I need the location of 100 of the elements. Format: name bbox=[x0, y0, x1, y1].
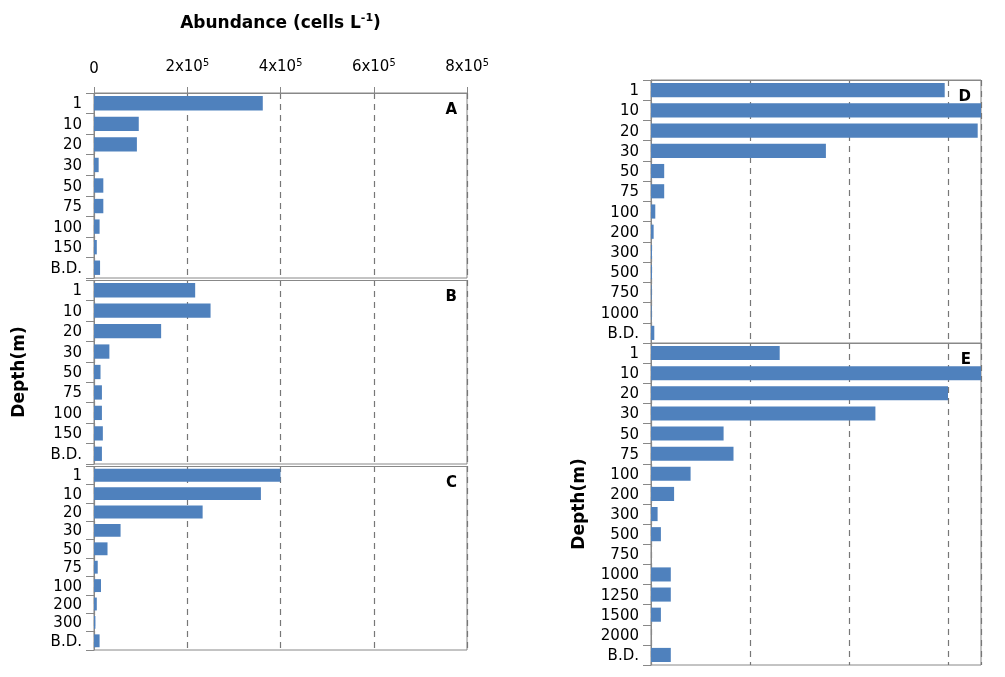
y-tick-label: 150 bbox=[53, 424, 82, 443]
bar bbox=[94, 446, 102, 461]
bar bbox=[94, 344, 110, 359]
bar bbox=[651, 346, 780, 361]
y-tick-label: 75 bbox=[619, 444, 639, 463]
bar bbox=[651, 184, 665, 199]
bar bbox=[94, 405, 102, 421]
bar bbox=[651, 163, 665, 179]
y-tick-label: 30 bbox=[619, 141, 639, 160]
y-tick-label: 150 bbox=[53, 238, 82, 257]
bar bbox=[94, 385, 102, 400]
bar bbox=[651, 527, 661, 542]
y-tick-label: 1 bbox=[72, 94, 82, 113]
y-tick-label: 200 bbox=[610, 222, 639, 241]
y-tick-label: 50 bbox=[619, 162, 639, 181]
bar bbox=[94, 426, 103, 441]
bar bbox=[94, 542, 108, 556]
bar bbox=[651, 486, 675, 501]
bar bbox=[94, 219, 100, 234]
bar bbox=[651, 204, 656, 219]
x-tick-label: 0 bbox=[89, 58, 99, 77]
y-tick-label: 10 bbox=[619, 364, 639, 383]
y-tick-label: 20 bbox=[619, 121, 639, 140]
bar bbox=[651, 507, 658, 522]
y-tick-label: B.D. bbox=[50, 258, 82, 277]
bar bbox=[651, 466, 691, 481]
bar bbox=[94, 116, 139, 132]
bar bbox=[94, 468, 281, 482]
y-tick-label: 100 bbox=[610, 464, 639, 483]
bar bbox=[94, 178, 104, 193]
y-tick-label: 30 bbox=[619, 404, 639, 423]
y-tick-label: 300 bbox=[53, 613, 82, 632]
y-tick-label: B.D. bbox=[607, 323, 639, 342]
y-tick-label: 30 bbox=[62, 342, 82, 361]
y-tick-label: 75 bbox=[619, 182, 639, 201]
y-tick-label: B.D. bbox=[607, 645, 639, 664]
y-tick-label: 1250 bbox=[600, 585, 639, 604]
y-tick-label: 10 bbox=[62, 301, 82, 320]
y-tick-label: 100 bbox=[53, 576, 82, 595]
y-tick-label: 100 bbox=[53, 217, 82, 236]
y-tick-label: 20 bbox=[62, 135, 82, 154]
y-tick-label: 200 bbox=[610, 484, 639, 503]
y-tick-label: 50 bbox=[62, 176, 82, 195]
bar bbox=[94, 260, 101, 275]
bar bbox=[94, 137, 137, 152]
y-tick-label: 50 bbox=[62, 363, 82, 381]
y-tick-label: 20 bbox=[62, 322, 82, 341]
y-tick-label: 10 bbox=[62, 484, 82, 503]
y-axis-title: Depth(m) bbox=[8, 326, 28, 418]
annotation: C bbox=[445, 473, 457, 491]
y-axis-title: Depth(m) bbox=[568, 458, 588, 550]
bar bbox=[651, 386, 948, 401]
bar bbox=[651, 143, 826, 158]
bar bbox=[651, 587, 671, 602]
bar bbox=[651, 426, 724, 441]
bar bbox=[94, 597, 97, 611]
y-tick-label: 2000 bbox=[600, 625, 639, 644]
y-tick-label: 750 bbox=[610, 545, 639, 564]
y-tick-label: 10 bbox=[62, 114, 82, 133]
y-tick-label: 1000 bbox=[600, 303, 639, 322]
y-tick-label: 300 bbox=[610, 505, 639, 524]
y-tick-label: 1 bbox=[629, 344, 639, 363]
bar bbox=[651, 647, 671, 662]
bar bbox=[651, 123, 978, 138]
bar bbox=[651, 406, 876, 421]
y-tick-label: 75 bbox=[62, 383, 82, 402]
bar bbox=[651, 567, 671, 582]
bar bbox=[94, 96, 263, 111]
bar bbox=[94, 157, 99, 173]
y-tick-label: 1 bbox=[72, 281, 82, 300]
y-tick-label: B.D. bbox=[50, 444, 82, 463]
y-tick-label: 100 bbox=[53, 403, 82, 422]
bar bbox=[94, 634, 100, 648]
y-tick-label: 1 bbox=[629, 81, 639, 100]
y-tick-label: 75 bbox=[62, 558, 82, 577]
y-tick-label: 300 bbox=[610, 242, 639, 261]
y-tick-label: 20 bbox=[62, 503, 82, 521]
y-tick-label: 750 bbox=[610, 283, 639, 302]
y-tick-label: 20 bbox=[619, 384, 639, 403]
y-tick-label: 75 bbox=[62, 197, 82, 216]
annotation: B bbox=[445, 287, 457, 305]
bar bbox=[94, 283, 196, 298]
y-tick-label: B.D. bbox=[50, 631, 82, 650]
annotation: D bbox=[958, 87, 971, 105]
bar bbox=[94, 560, 98, 574]
bar bbox=[94, 487, 261, 501]
y-tick-label: 50 bbox=[619, 424, 639, 443]
bar bbox=[651, 83, 945, 98]
bar bbox=[94, 505, 203, 519]
y-tick-label: 30 bbox=[62, 155, 82, 174]
y-tick-label: 1000 bbox=[600, 565, 639, 584]
bar bbox=[94, 303, 211, 318]
bar bbox=[94, 364, 101, 380]
y-tick-label: 1 bbox=[72, 466, 82, 485]
y-tick-label: 50 bbox=[62, 539, 82, 558]
bar bbox=[94, 323, 162, 339]
bar bbox=[94, 198, 104, 214]
y-tick-label: 10 bbox=[619, 101, 639, 120]
bar bbox=[651, 446, 734, 461]
y-tick-label: 200 bbox=[53, 595, 82, 613]
